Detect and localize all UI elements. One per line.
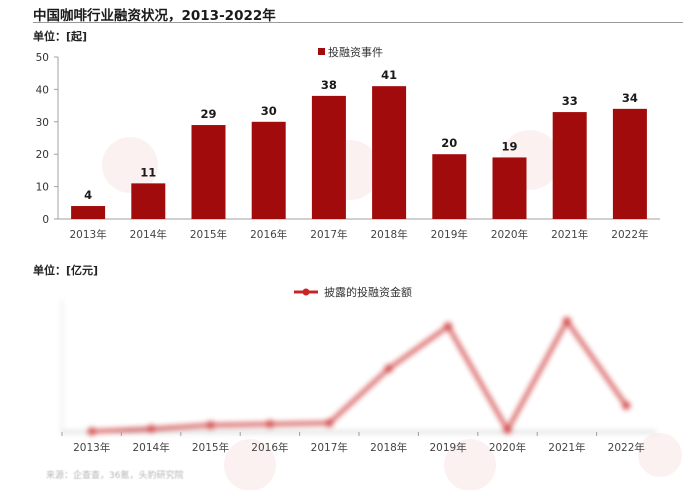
x-tick-label: 2018年 <box>370 441 407 454</box>
bar <box>372 86 407 219</box>
x-tick-label: 2017年 <box>310 228 347 241</box>
data-label: 11 <box>140 165 156 179</box>
x-tick-label: 2013年 <box>69 228 106 241</box>
data-label: 33 <box>562 94 578 108</box>
bar <box>71 206 106 219</box>
data-label: 29 <box>200 107 216 121</box>
y-tick-label: 50 <box>36 52 49 64</box>
x-tick-label: 2021年 <box>548 441 585 454</box>
page-title: 中国咖啡行业融资状况，2013-2022年 <box>33 8 276 24</box>
bar <box>131 183 166 219</box>
bar <box>311 95 346 219</box>
y-tick-label: 20 <box>36 149 49 161</box>
data-label: 4 <box>84 188 92 202</box>
line-point <box>503 425 512 434</box>
x-tick-label: 2020年 <box>489 441 526 454</box>
bar <box>492 157 527 219</box>
y-tick-label: 30 <box>36 117 49 129</box>
line-chart-axis-labels: 2013年 2014年 2015年 2016年 2017年 2018年 2019年 2020年… <box>61 285 645 454</box>
x-tick-label: 2022年 <box>611 228 648 241</box>
x-tick-label: 2018年 <box>370 228 407 241</box>
series-line <box>91 319 628 434</box>
y-tick-label: 0 <box>42 214 49 226</box>
line-point <box>444 322 453 331</box>
line-point <box>87 427 96 436</box>
line-chart-unit-label: 单位：[亿元] <box>33 264 99 277</box>
x-tick-label: 2016年 <box>250 228 287 241</box>
x-tick-label: 2014年 <box>130 228 167 241</box>
x-tick-label: 2014年 <box>132 441 169 454</box>
line-point <box>206 421 215 430</box>
x-tick-label: 2019年 <box>431 228 468 241</box>
line-point <box>265 420 274 429</box>
source-note: 来源：企查查，36氪，头豹研究院 <box>46 471 184 481</box>
x-tick-label: 2015年 <box>192 441 229 454</box>
data-label: 34 <box>622 91 638 105</box>
line-point <box>622 401 631 410</box>
x-tick-label: 2017年 <box>311 441 348 454</box>
data-label: 38 <box>321 78 337 92</box>
line-point <box>384 364 393 373</box>
line-point <box>562 317 571 326</box>
x-tick-label: 2019年 <box>429 441 466 454</box>
y-tick-label: 40 <box>36 84 49 96</box>
x-tick-label: 2015年 <box>190 228 227 241</box>
data-label: 41 <box>381 68 397 82</box>
legend-label: 披露的投融资金额 <box>324 285 412 299</box>
x-tick-label: 2016年 <box>251 441 288 454</box>
legend-swatch <box>318 48 325 55</box>
data-label: 20 <box>441 136 457 150</box>
title-divider <box>33 22 683 23</box>
bar <box>191 125 226 219</box>
legend-label: 投融资事件 <box>328 45 383 59</box>
line-chart <box>61 300 656 436</box>
legend-marker <box>302 288 310 296</box>
bar <box>251 121 286 219</box>
bar <box>612 108 647 219</box>
data-label: 30 <box>261 104 277 118</box>
x-tick-label: 2013年 <box>73 441 110 454</box>
x-tick-label: 2020年 <box>491 228 528 241</box>
line-point <box>147 424 156 433</box>
data-label: 19 <box>501 139 517 153</box>
line-point <box>325 419 334 428</box>
y-tick-label: 10 <box>36 182 49 194</box>
x-tick-label: 2021年 <box>551 228 588 241</box>
bar-chart: 0 10 20 30 40 50 4 2013年 11 2014年 29 2015年 30 2016年 38… <box>36 45 660 241</box>
bar <box>552 112 587 219</box>
bar-chart-unit-label: 单位：[起] <box>33 30 88 43</box>
x-tick-label: 2022年 <box>608 441 645 454</box>
bar <box>432 154 467 219</box>
